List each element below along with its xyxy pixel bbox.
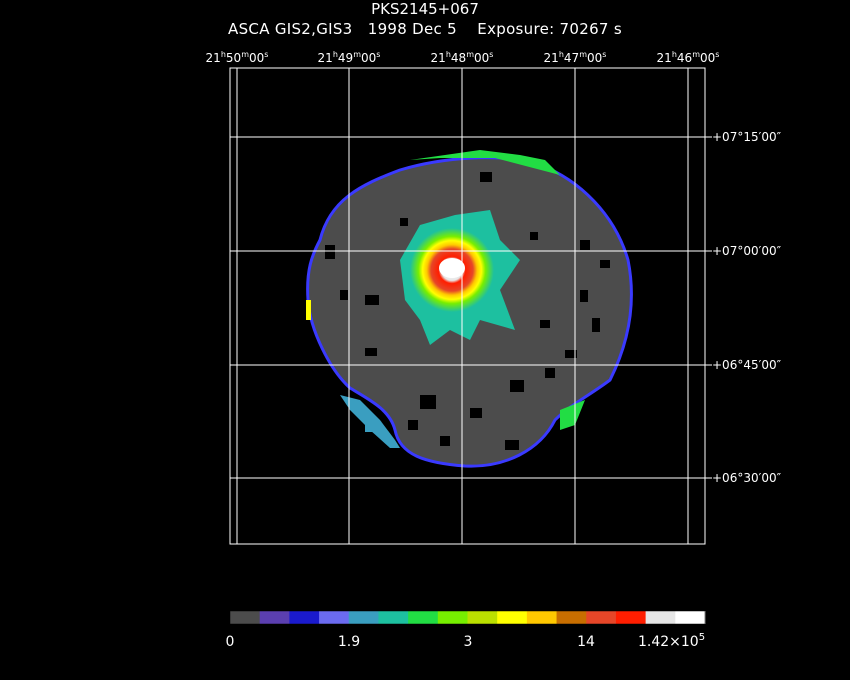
ra-tick-label: 21h46m00s [657,50,720,65]
ra-tick-label: 21h47m00s [544,50,607,65]
colorbar-swatch [259,611,290,624]
dec-tick-label: +07°00′00″ [712,244,782,258]
plot-frame [229,67,706,545]
colorbar-swatch [645,611,676,624]
image-title: PKS2145+067 [371,0,479,18]
colorbar-swatch [526,611,558,624]
ra-tick-label: 21h50m00s [206,50,269,65]
colorbar-tick-label: 0 [226,634,235,650]
dec-tick-label: +06°45′00″ [712,358,782,372]
observation-info: ASCA GIS2,GIS3 1998 Dec 5 Exposure: 7026… [0,20,850,38]
colorbar [230,611,706,624]
colorbar-swatch [497,611,528,624]
dec-tick-label: +06°30′00″ [712,471,782,485]
colorbar-labels: 0 1.9 3 14 [226,634,595,650]
coordinate-grid [230,68,705,544]
colorbar-swatch [319,611,350,624]
dec-axis-labels: +07°15′00″ +07°00′00″ +06°45′00″ +06°30′00″ [700,130,782,485]
colorbar-swatch [230,611,261,624]
colorbar-swatch [348,611,379,624]
colorbar-tick-label: 3 [464,634,473,650]
colorbar-swatch [556,611,587,624]
colorbar-swatch [467,611,498,624]
dec-tick-label: +07°15′00″ [712,130,782,144]
colorbar-swatch [675,611,706,624]
colorbar-max-label: 1.42×105 [638,632,705,650]
colorbar-tick-label: 1.9 [338,634,360,650]
ra-axis-labels: 21h50m00s 21h49m00s 21h48m00s 21h47m00s 21h4… [206,50,720,65]
colorbar-swatch [378,611,409,624]
exposure-label: Exposure: 70267 s [477,20,622,38]
ra-tick-label: 21h49m00s [318,50,381,65]
instrument-label: ASCA GIS2,GIS3 [228,20,353,38]
colorbar-swatch [615,611,647,624]
colorbar-swatch [437,611,468,624]
ra-tick-label: 21h48m00s [431,50,494,65]
observation-date: 1998 Dec 5 [367,20,458,38]
colorbar-swatch [586,611,617,624]
colorbar-tick-label: 14 [577,634,595,650]
bright-source [400,210,520,345]
colorbar-swatch [408,611,439,624]
colorbar-swatch [289,611,320,624]
